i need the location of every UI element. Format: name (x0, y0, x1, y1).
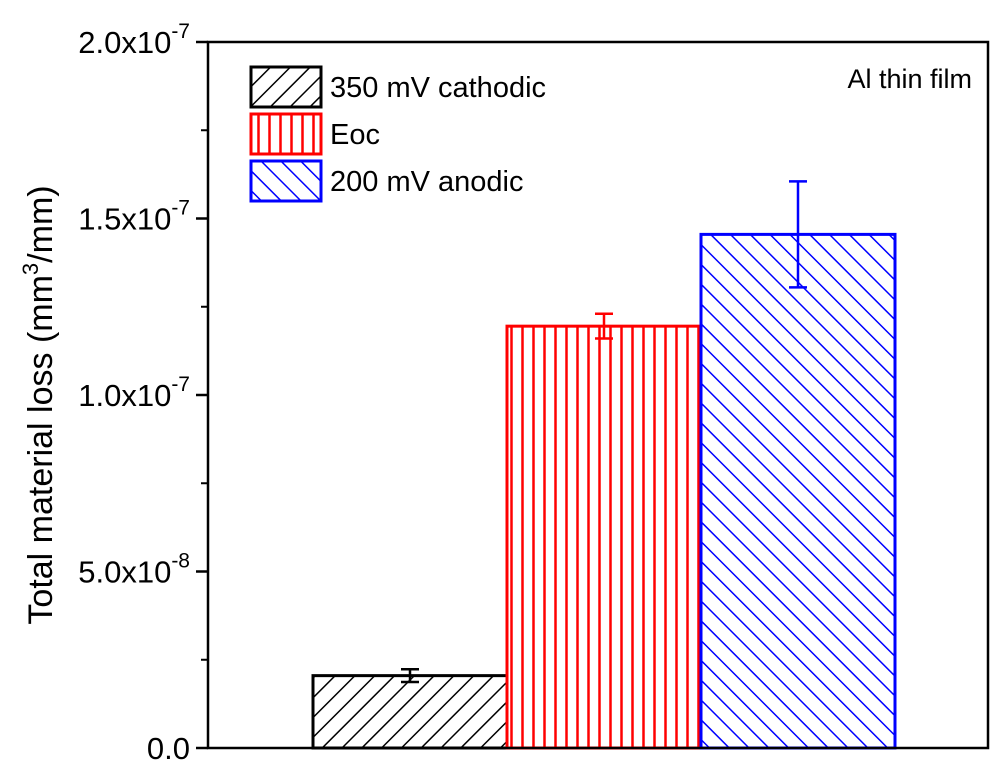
error-bar-3 (789, 180, 807, 289)
y-tick-exponent: -7 (171, 373, 190, 396)
error-bars-group (401, 180, 807, 684)
y-tick-exponent: -7 (171, 197, 190, 220)
y-tick-label-2: 1.0x10-7 (78, 373, 190, 413)
legend-swatch (249, 65, 323, 109)
legend-item-2: Eoc (249, 112, 380, 156)
bar-3 (699, 232, 897, 750)
y-axis-label: Total material loss (mm3/mm) (18, 185, 60, 624)
y-tick-label-4: 2.0x10-7 (78, 20, 190, 60)
y-tick-exponent: -7 (171, 20, 190, 43)
annotation-text: Al thin film (847, 64, 972, 94)
plot-area: 0.05.0x10-81.0x10-71.5x10-72.0x10-7 (78, 20, 990, 766)
bars-group (311, 232, 897, 750)
legend-item-3: 200 mV anodic (249, 159, 523, 203)
legend: 350 mV cathodic Eoc 200 mV anodic (249, 65, 546, 203)
error-bar-1 (401, 668, 419, 684)
y-axis-label-suffix: /mm) (22, 185, 60, 262)
bar-2 (505, 324, 703, 750)
y-tick-mantissa: 5.0x10 (78, 555, 171, 590)
y-tick-exponent: -8 (171, 550, 190, 573)
y-tick-mantissa: 1.5x10 (78, 202, 171, 237)
y-axis-label-prefix: Total material loss (mm (22, 275, 60, 625)
y-axis-ticks: 0.05.0x10-81.0x10-71.5x10-72.0x10-7 (78, 20, 208, 766)
legend-swatch (249, 112, 323, 156)
legend-swatch (249, 159, 323, 203)
legend-item-1: 350 mV cathodic (249, 65, 546, 109)
y-tick-label-1: 5.0x10-8 (78, 550, 190, 590)
y-tick-label-3: 1.5x10-7 (78, 197, 190, 237)
y-tick-label-0: 0.0 (147, 731, 190, 766)
legend-label: 200 mV anodic (330, 166, 523, 198)
legend-label: Eoc (330, 119, 380, 151)
bar-1 (311, 674, 509, 750)
legend-label: 350 mV cathodic (330, 72, 546, 104)
y-tick-mantissa: 2.0x10 (78, 25, 171, 60)
y-tick-mantissa: 1.0x10 (78, 378, 171, 413)
y-tick-mantissa: 0.0 (147, 731, 190, 766)
y-axis-label-superscript: 3 (18, 263, 43, 275)
error-bar-2 (595, 312, 613, 340)
